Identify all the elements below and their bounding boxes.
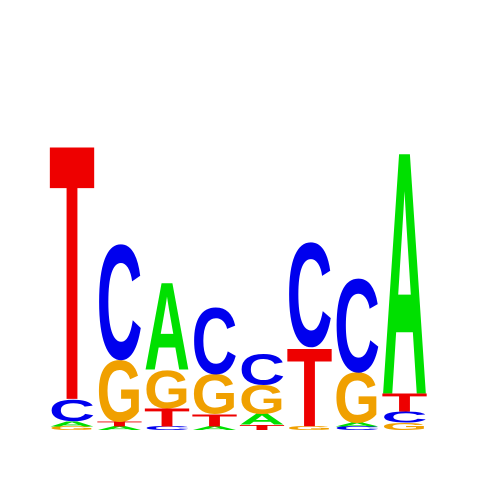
logo-letter-g-pos6: G: [287, 425, 333, 431]
logo-letter-c-pos1: C: [49, 393, 95, 427]
logo-letter-c-pos2: C: [97, 212, 143, 394]
logo-letter-a-pos7: A: [334, 422, 380, 428]
logo-letter-a-pos8: A: [382, 79, 428, 467]
logo-letter-g-pos8: G: [382, 421, 428, 432]
logo-letter-g-pos3: G: [144, 360, 190, 420]
logo-letter-c-pos4: C: [192, 289, 238, 395]
logo-letter-c-pos5: C: [239, 345, 285, 394]
logo-letter-g-pos4: G: [192, 364, 238, 426]
logo-letter-a-pos5: A: [239, 411, 285, 428]
logo-letter-t-pos4: T: [191, 410, 237, 430]
logo-letter-t-pos6: T: [287, 325, 333, 451]
logo-letter-c-pos7: C: [334, 425, 380, 431]
logo-letter-c-pos8: C: [382, 409, 428, 426]
logo-letter-g-pos5: G: [239, 377, 285, 423]
logo-letter-a-pos4: A: [192, 425, 238, 431]
logo-letter-g-pos7: G: [334, 358, 380, 438]
logo-letter-t-pos2: T: [97, 420, 143, 428]
logo-letter-a-pos1: A: [49, 419, 95, 428]
logo-letter-c-pos7: C: [334, 253, 380, 401]
logo-letter-t-pos5: T: [239, 423, 285, 431]
logo-letter-t-pos1: T: [49, 68, 95, 477]
logo-letter-g-pos1: G: [49, 425, 95, 431]
logo-letter-a-pos3: A: [144, 257, 190, 397]
logo-letter-a-pos2: A: [97, 425, 143, 431]
logo-letter-t-pos3: T: [144, 403, 190, 432]
logo-letter-t-pos8: T: [382, 389, 428, 418]
logo-letter-c-pos6: C: [287, 213, 333, 378]
logo-letter-c-pos3: C: [144, 425, 190, 431]
logo-letter-g-pos2: G: [97, 343, 143, 440]
